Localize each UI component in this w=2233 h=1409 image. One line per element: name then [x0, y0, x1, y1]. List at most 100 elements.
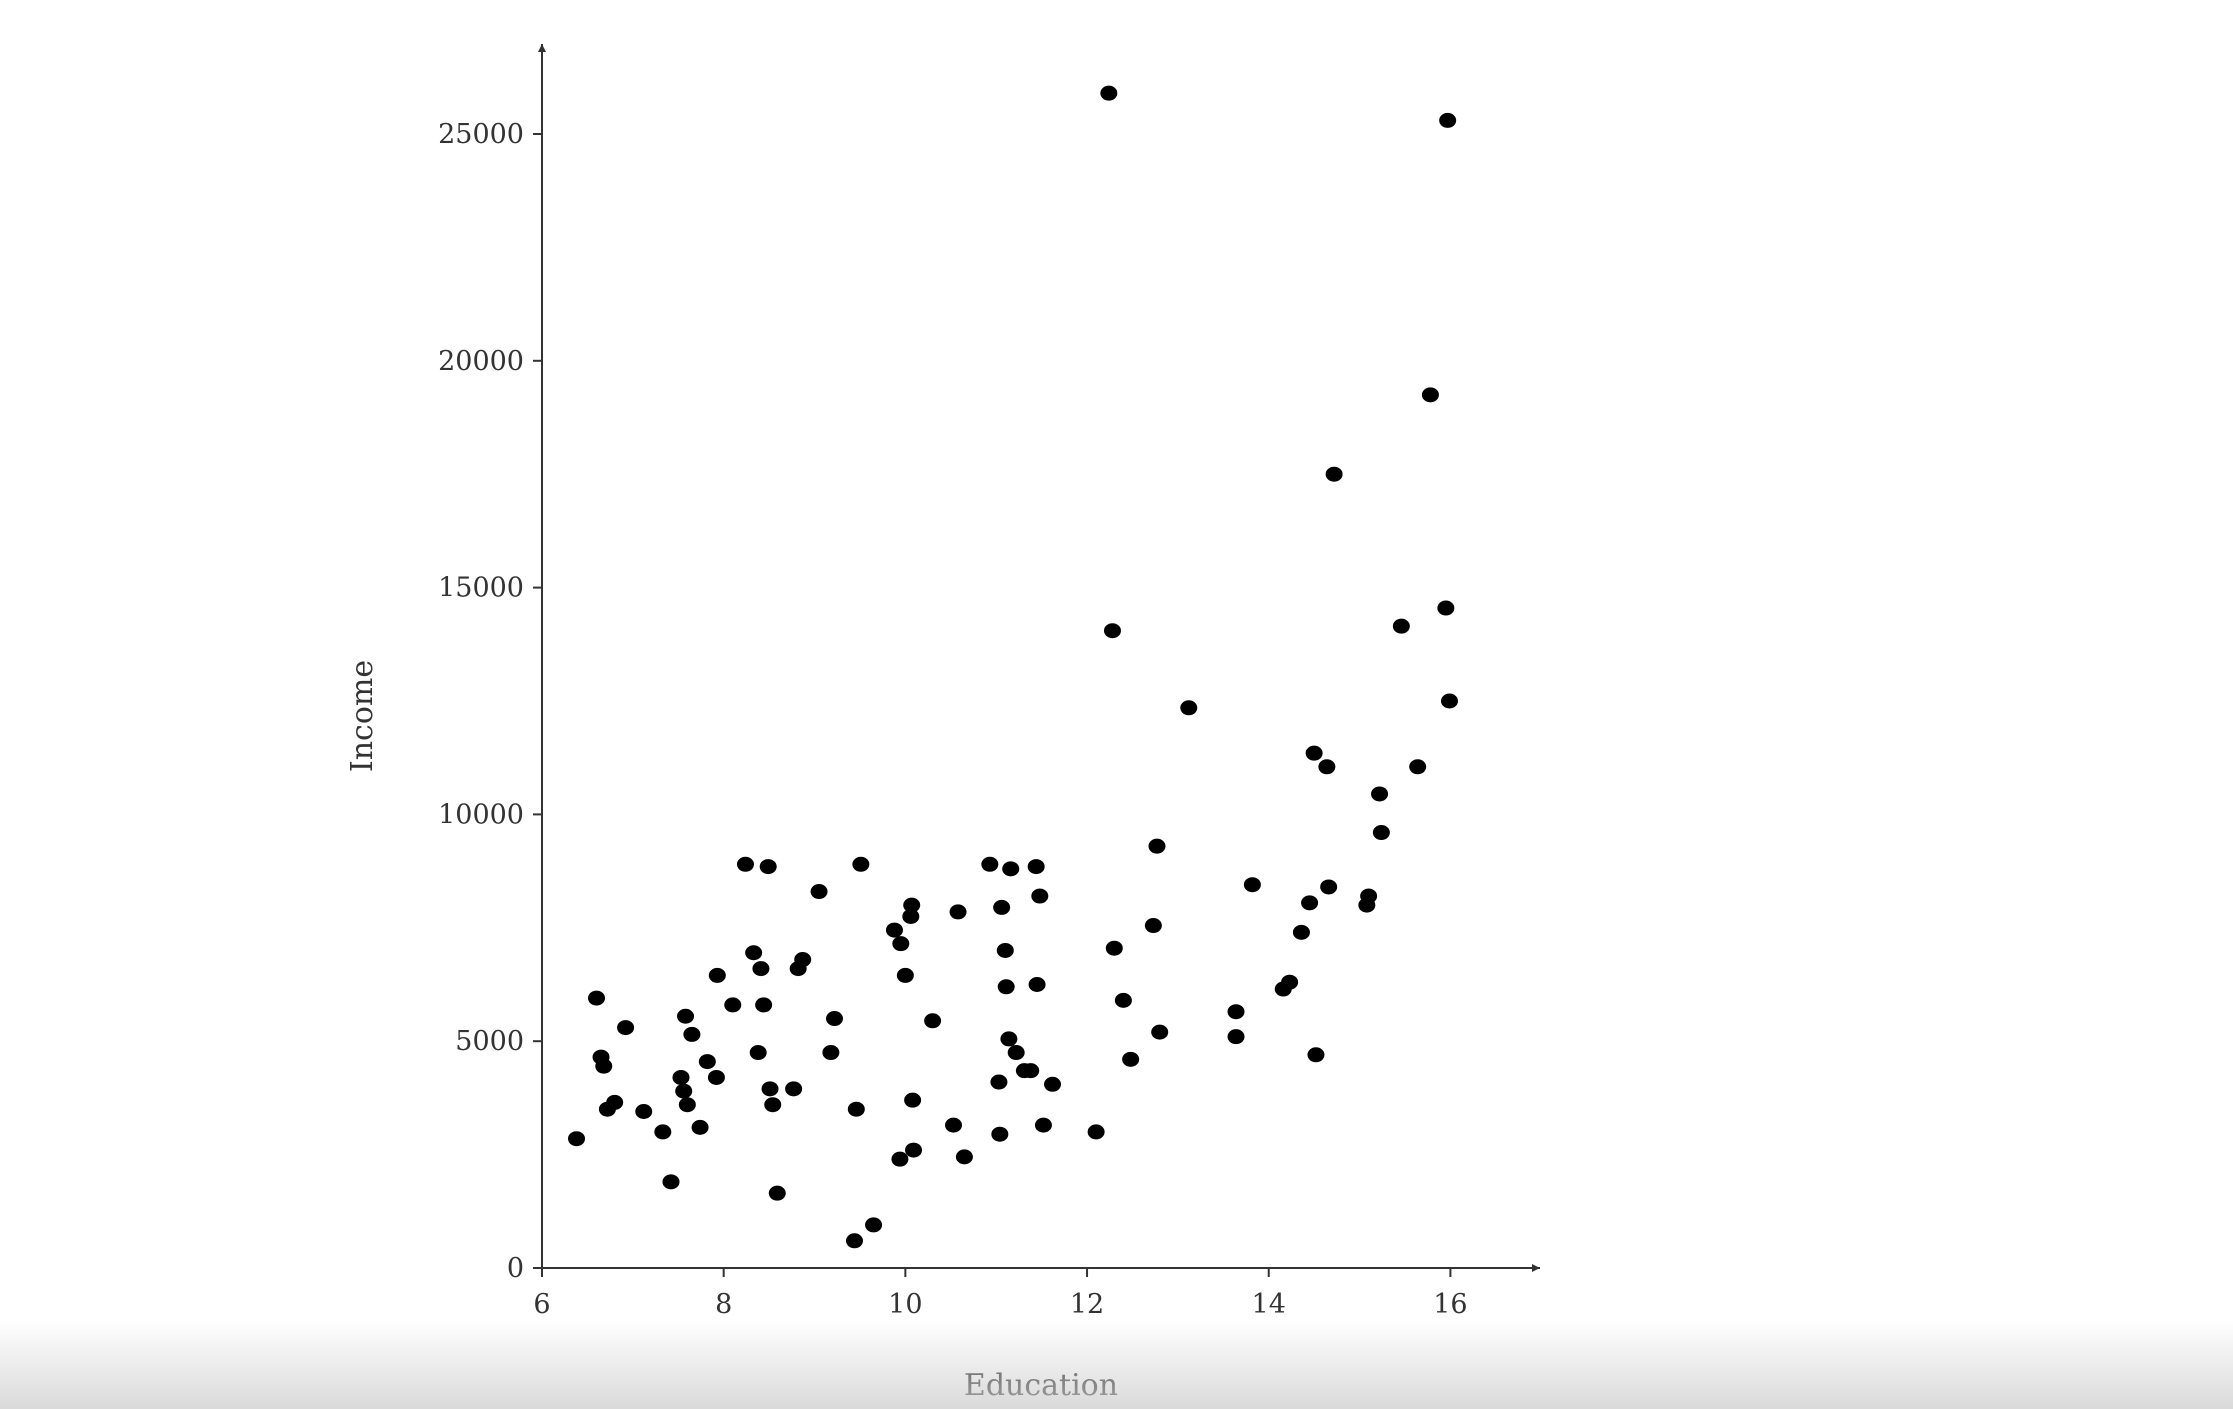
scatter-point: [1103, 623, 1121, 639]
scatter-point: [794, 952, 812, 968]
scatter-point: [1318, 759, 1336, 775]
scatter-point: [892, 936, 910, 952]
scatter-point: [904, 1092, 922, 1108]
scatter-point: [1002, 861, 1020, 877]
y-tick-label: 5000: [455, 1026, 524, 1057]
scatter-point: [1114, 992, 1132, 1008]
scatter-point: [1027, 859, 1045, 875]
x-tick-label: 14: [1252, 1289, 1286, 1320]
scatter-point: [749, 1045, 767, 1061]
y-tick-label: 15000: [438, 573, 524, 604]
scatter-point: [606, 1094, 624, 1110]
x-tick-label: 6: [533, 1289, 550, 1320]
y-tick-label: 25000: [438, 119, 524, 150]
scatter-point: [981, 856, 999, 872]
scatter-point: [759, 859, 777, 875]
y-ticks: 0 5000 10000 15000 20000 25000: [438, 119, 542, 1284]
scatter-point: [683, 1026, 701, 1042]
scatter-point: [707, 1069, 725, 1085]
scatter-point: [891, 1151, 909, 1167]
scatter-point: [1151, 1024, 1169, 1040]
scatter-point: [724, 997, 742, 1013]
scatter-point: [1440, 693, 1458, 709]
scatter-point: [1307, 1047, 1325, 1063]
scatter-point: [1421, 387, 1439, 403]
scatter-point: [1292, 924, 1310, 940]
scatter-point: [945, 1117, 963, 1133]
scatter-point: [924, 1013, 942, 1029]
scatter-point: [1371, 786, 1389, 802]
scatter-point: [949, 904, 967, 920]
x-axis-arrow: [1532, 1264, 1540, 1272]
scatter-point: [955, 1149, 973, 1165]
scatter-point: [847, 1101, 865, 1117]
scatter-point: [1437, 600, 1455, 616]
scatter-point: [865, 1217, 883, 1233]
scatter-point: [991, 1126, 1009, 1142]
scatter-point: [826, 1011, 844, 1027]
scatter-point: [993, 899, 1011, 915]
scatter-point: [1281, 974, 1299, 990]
scatter-point: [691, 1119, 709, 1135]
scatter-point: [997, 979, 1015, 995]
scatter-point: [1100, 85, 1118, 101]
axes: [538, 44, 1540, 1272]
scatter-point: [1144, 918, 1162, 934]
data-points: [568, 85, 1458, 1249]
scatter-point: [675, 1083, 693, 1099]
scatter-point: [677, 1008, 695, 1024]
y-axis-title: Income: [345, 660, 380, 772]
scatter-point: [1227, 1004, 1245, 1020]
scatter-point: [1360, 888, 1378, 904]
scatter-point: [1320, 879, 1338, 895]
scatter-point: [905, 1142, 923, 1158]
scatter-point: [1000, 1031, 1018, 1047]
scatter-point: [1180, 700, 1198, 716]
scatter-point: [885, 922, 903, 938]
scatter-point: [752, 961, 770, 977]
scatter-point: [654, 1124, 672, 1140]
scatter-point: [617, 1020, 635, 1036]
scatter-point: [1044, 1076, 1062, 1092]
scatter-point: [845, 1233, 863, 1249]
y-tick-label: 10000: [438, 799, 524, 830]
scatter-point: [764, 1097, 782, 1113]
scatter-point: [768, 1185, 786, 1201]
scatter-point: [1122, 1051, 1140, 1067]
scatter-point: [1372, 825, 1390, 841]
scatter-point: [902, 908, 920, 924]
scatter-point: [1087, 1124, 1105, 1140]
scatter-point: [1227, 1029, 1245, 1045]
scatter-point: [635, 1104, 653, 1120]
scatter-point: [745, 945, 763, 961]
x-tick-label: 10: [888, 1289, 922, 1320]
scatter-point: [1325, 466, 1343, 482]
scatter-point: [1007, 1045, 1025, 1061]
scatter-point: [678, 1097, 696, 1113]
scatter-point: [1392, 618, 1410, 634]
x-tick-label: 12: [1070, 1289, 1104, 1320]
x-tick-label: 8: [715, 1289, 732, 1320]
scatter-point: [662, 1174, 680, 1190]
scatter-point: [755, 997, 773, 1013]
scatter-point: [852, 856, 870, 872]
scatter-point: [672, 1069, 690, 1085]
scatter-point: [822, 1045, 840, 1061]
scatter-point: [1031, 888, 1049, 904]
scatter-point: [1409, 759, 1427, 775]
scatter-point: [785, 1081, 803, 1097]
scatter-point: [568, 1131, 586, 1147]
scatter-point: [1028, 977, 1046, 992]
scatter-point: [810, 884, 828, 900]
x-axis-title: Education: [964, 1368, 1118, 1403]
scatter-point: [1148, 838, 1166, 854]
scatter-point: [903, 897, 921, 913]
y-tick-label: 0: [507, 1253, 524, 1284]
scatter-point: [736, 856, 754, 872]
scatter-point: [708, 967, 726, 983]
scatter-point: [761, 1081, 779, 1097]
scatter-point: [1105, 940, 1123, 956]
y-axis-arrow: [538, 44, 546, 52]
